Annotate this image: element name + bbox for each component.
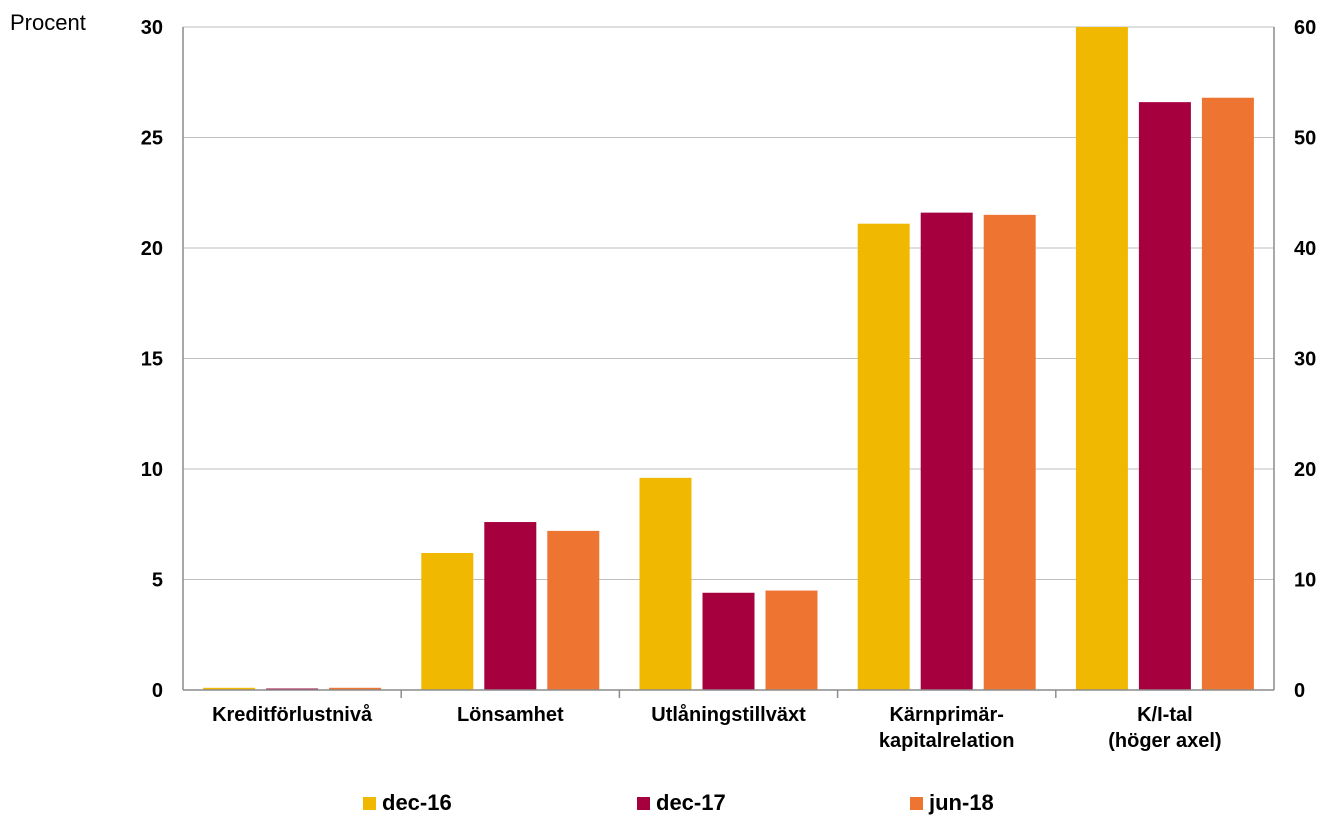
bar-dec-17 xyxy=(484,522,537,690)
bar-jun-18 xyxy=(329,687,382,690)
bar-dec-16 xyxy=(857,223,910,690)
x-category-label: Kreditförlustnivå xyxy=(212,703,373,726)
legend-label: dec-16 xyxy=(382,790,452,815)
bar-dec-16 xyxy=(639,477,692,690)
y-tick-label-left: 25 xyxy=(141,128,163,150)
chart-legend: dec-16 dec-17 jun-18 xyxy=(0,790,1331,820)
bar-dec-16 xyxy=(203,687,256,690)
legend-swatch xyxy=(637,796,650,810)
y-tick-label-right: 20 xyxy=(1294,459,1316,481)
bar-chart: 0 5 10 15 20 25 30 0 10 20 30 40 50 60 Kreditförlustni… xyxy=(141,17,1317,752)
legend-item-dec-16: dec-16 xyxy=(363,790,452,816)
y-tick-label-right: 50 xyxy=(1294,128,1316,150)
y-tick-label-left: 15 xyxy=(141,349,163,371)
bar-dec-17 xyxy=(920,212,973,690)
y-axis-unit-label: Procent xyxy=(10,10,86,35)
bar-jun-18 xyxy=(547,530,600,690)
y-tick-label-left: 0 xyxy=(152,680,163,702)
y-tick-label-right: 10 xyxy=(1294,570,1316,592)
y-tick-label-left: 10 xyxy=(141,459,163,481)
legend-item-jun-18: jun-18 xyxy=(910,790,994,816)
bar-jun-18 xyxy=(983,214,1036,690)
y-tick-label-left: 30 xyxy=(141,17,163,39)
legend-swatch xyxy=(910,796,923,810)
legend-swatch xyxy=(363,796,376,810)
legend-label: dec-17 xyxy=(656,790,726,815)
legend-item-dec-17: dec-17 xyxy=(637,790,726,816)
y-tick-label-right: 40 xyxy=(1294,238,1316,260)
x-category-label: (höger axel) xyxy=(1108,730,1221,752)
x-category-label: K/I-tal xyxy=(1137,704,1193,726)
y-tick-label-right: 30 xyxy=(1294,349,1316,371)
x-category-label: kapitalrelation xyxy=(879,730,1015,752)
legend-label: jun-18 xyxy=(929,790,994,815)
x-category-label: Utlåningstillväxt xyxy=(651,703,806,726)
y-tick-label-right: 60 xyxy=(1294,17,1316,39)
y-tick-label-right: 0 xyxy=(1294,680,1305,702)
bar-dec-16 xyxy=(1075,27,1128,690)
y-tick-label-left: 20 xyxy=(141,238,163,260)
bar-jun-18 xyxy=(1201,97,1254,691)
x-category-label: Lönsamhet xyxy=(457,704,564,726)
bar-jun-18 xyxy=(765,590,818,690)
bar-dec-16 xyxy=(421,552,474,690)
y-tick-label-left: 5 xyxy=(152,570,163,592)
x-category-label: Kärnprimär- xyxy=(889,704,1003,726)
bar-dec-17 xyxy=(702,592,755,690)
bar-dec-17 xyxy=(1138,102,1191,690)
